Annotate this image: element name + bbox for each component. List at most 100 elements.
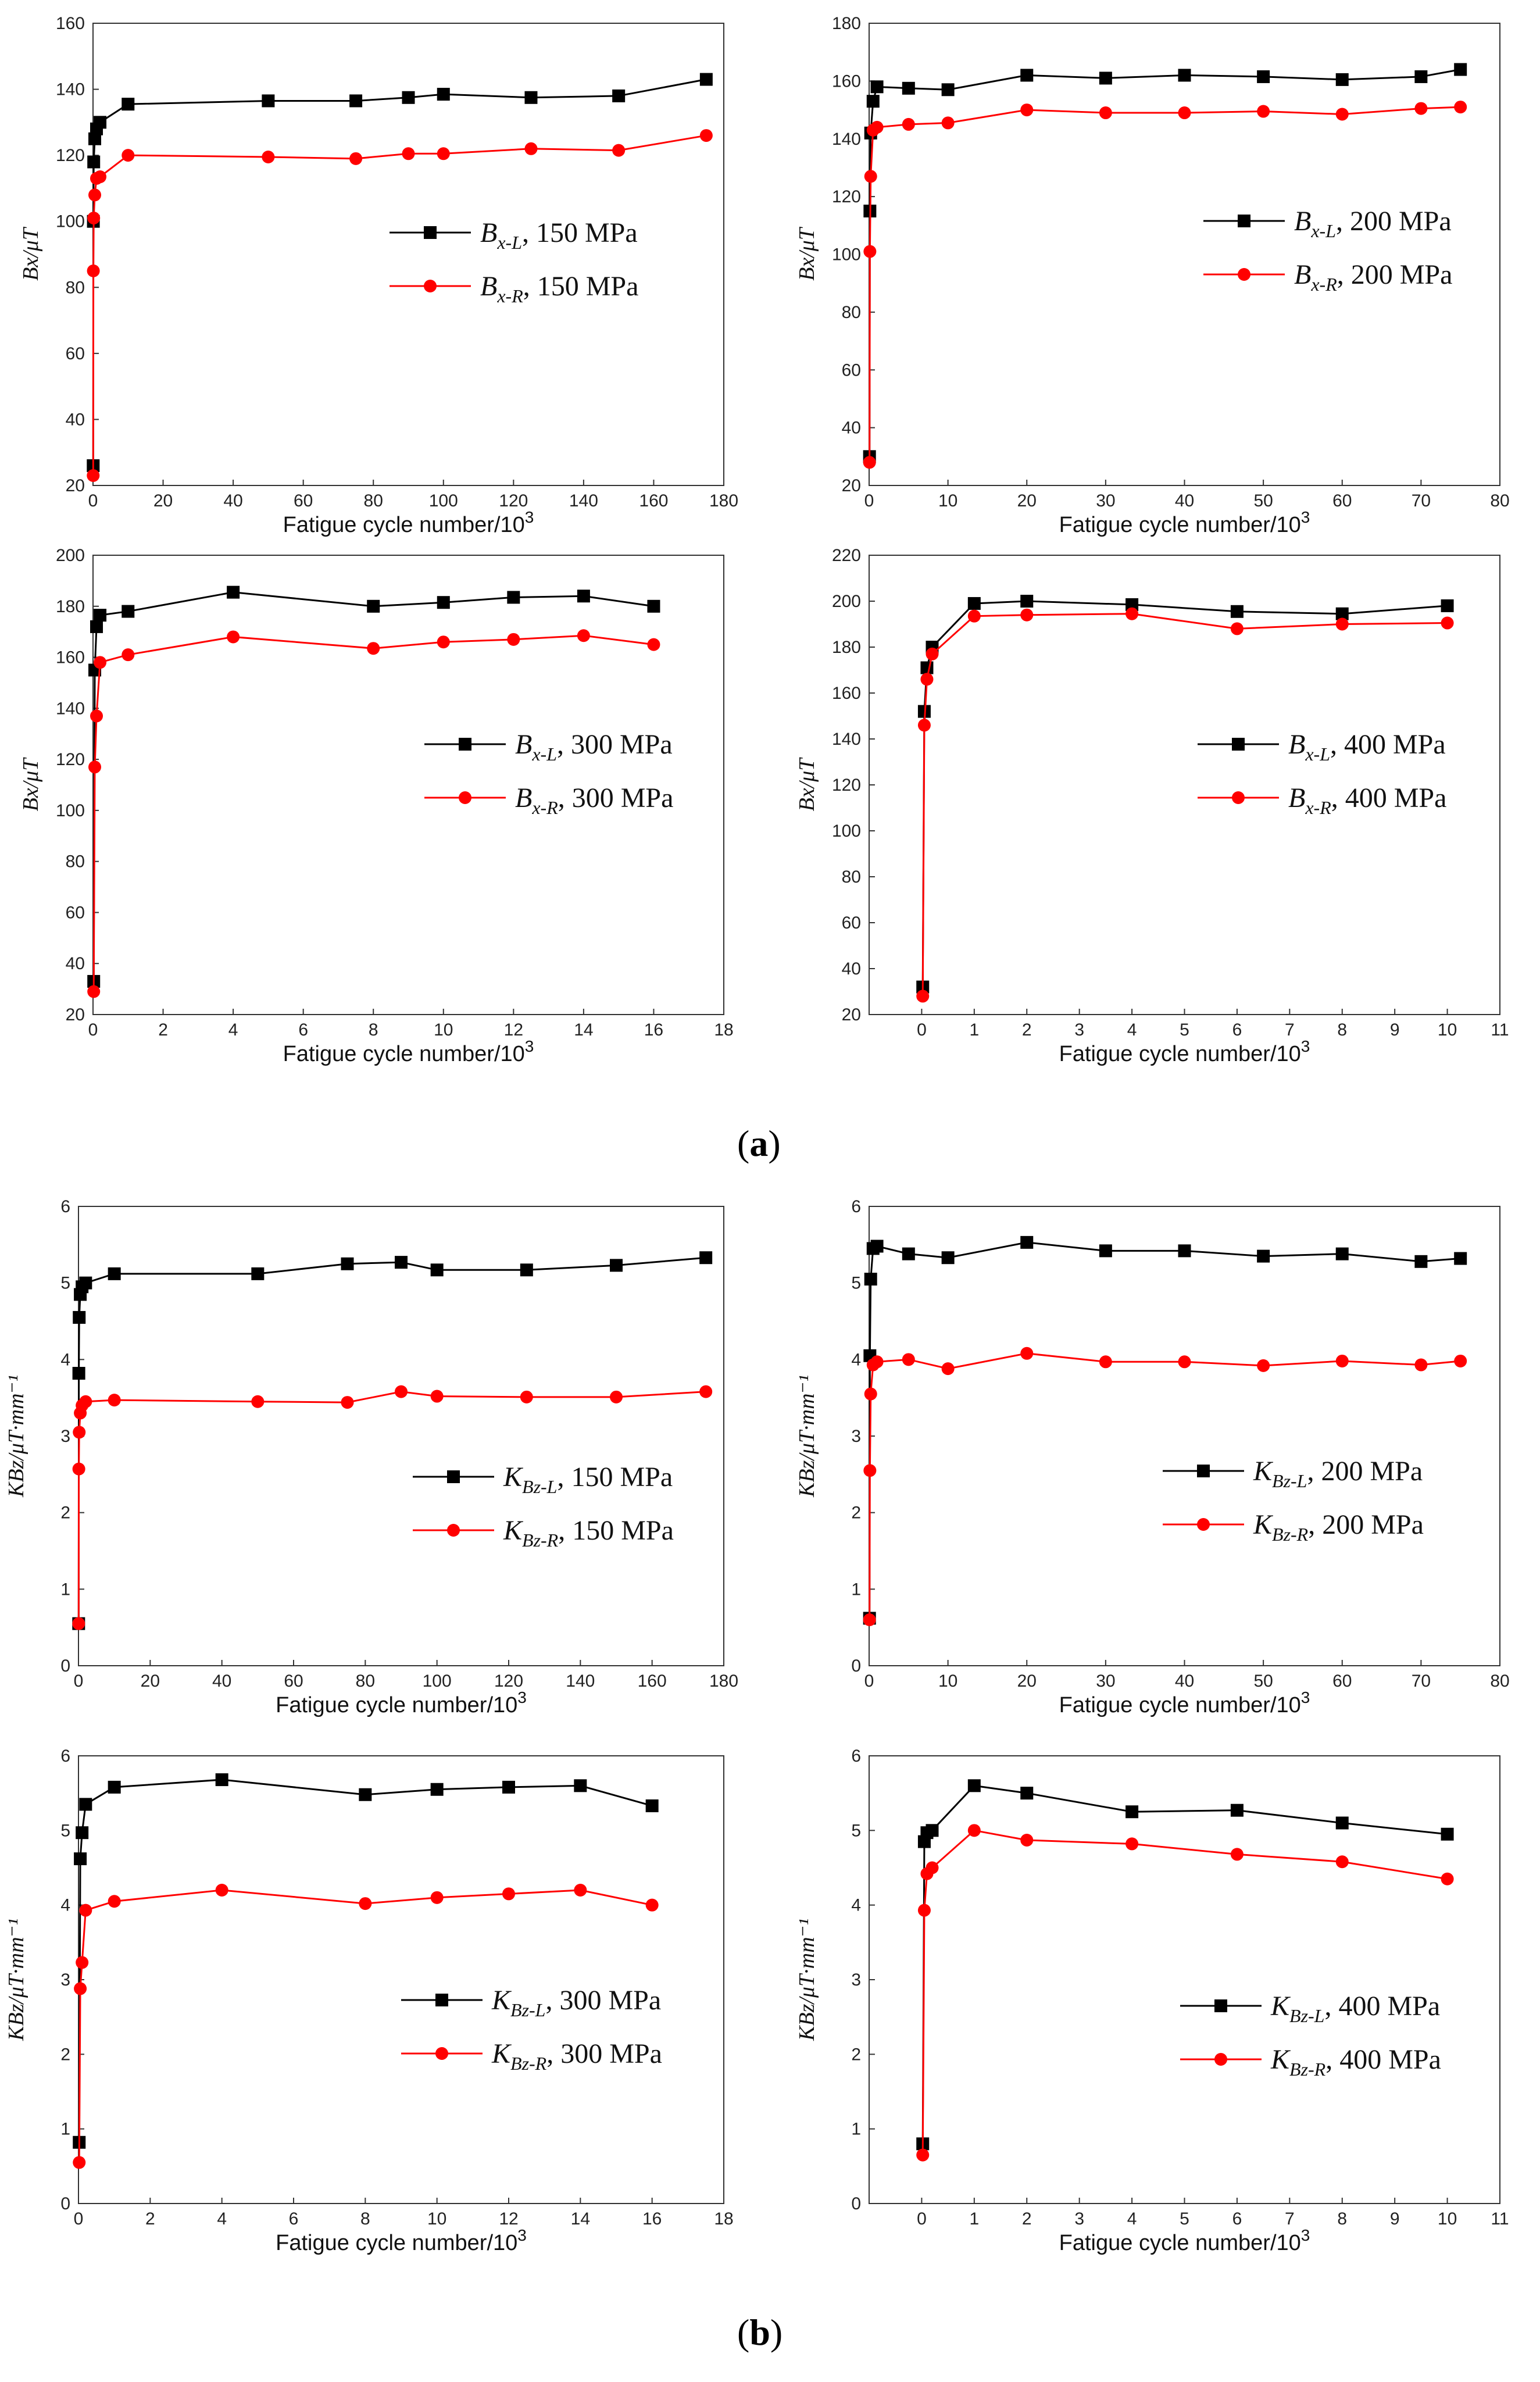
data-point <box>647 638 660 651</box>
data-point <box>227 585 240 599</box>
y-tick-label: 60 <box>842 360 861 380</box>
data-point <box>215 1884 228 1897</box>
plot-frame <box>869 23 1500 486</box>
data-point <box>72 1462 85 1476</box>
data-point <box>1335 108 1349 121</box>
x-tick-label: 100 <box>429 491 458 510</box>
data-point <box>437 147 450 160</box>
x-tick-label: 10 <box>938 491 957 510</box>
data-point <box>1454 101 1467 114</box>
data-point <box>87 264 100 277</box>
legend-marker <box>1197 1465 1210 1477</box>
x-tick-label: 6 <box>1232 2209 1242 2229</box>
data-point <box>1441 599 1454 612</box>
x-axis-label: Fatigue cycle number/103 <box>276 2226 527 2255</box>
data-point <box>87 155 101 169</box>
data-point <box>402 91 415 104</box>
x-tick-label: 120 <box>499 491 528 510</box>
data-point <box>699 73 713 86</box>
data-point <box>967 1779 981 1792</box>
x-tick-label: 14 <box>574 1020 593 1040</box>
data-point <box>1099 1355 1112 1369</box>
data-point <box>94 170 107 184</box>
x-tick-label: 4 <box>1127 2209 1137 2229</box>
data-point <box>76 1826 89 1840</box>
data-point <box>359 1897 372 1910</box>
data-point <box>1178 106 1191 120</box>
x-tick-label: 9 <box>1390 1020 1400 1040</box>
legend-marker <box>424 280 437 292</box>
legend-marker <box>1238 215 1250 227</box>
y-tick-label: 5 <box>60 1821 70 1840</box>
x-tick-label: 6 <box>1232 1020 1242 1040</box>
data-point <box>430 1263 444 1277</box>
legend-marker <box>1238 268 1250 281</box>
x-tick-label: 2 <box>1022 1020 1032 1040</box>
x-tick-label: 20 <box>141 1672 160 1691</box>
series-line <box>92 634 654 992</box>
legend-label: Bx-R, 150 MPa <box>480 271 638 306</box>
series-line <box>921 613 1448 997</box>
x-tick-label: 2 <box>145 2209 155 2229</box>
data-point <box>437 596 450 609</box>
data-point <box>87 212 101 225</box>
x-axis-label-sup: 3 <box>517 2226 527 2244</box>
x-tick-label: 40 <box>223 491 242 510</box>
y-tick-label: 6 <box>60 1747 70 1766</box>
data-point <box>1020 1787 1034 1800</box>
data-point <box>1335 73 1349 86</box>
x-tick-label: 5 <box>1180 1020 1189 1040</box>
x-tick-label: 100 <box>423 1672 452 1691</box>
data-point <box>90 620 103 633</box>
x-tick-label: 16 <box>644 1020 663 1040</box>
data-point <box>1335 617 1349 631</box>
data-point <box>79 1904 92 1917</box>
data-point <box>1257 105 1270 118</box>
data-point <box>251 1267 265 1280</box>
y-tick-label: 180 <box>832 14 861 33</box>
y-tick-label: 20 <box>842 476 861 495</box>
data-point <box>863 1613 876 1626</box>
y-tick-label: 80 <box>66 278 85 297</box>
data-point <box>866 95 880 108</box>
data-point <box>870 80 884 94</box>
data-point <box>941 116 955 130</box>
y-tick-label: 0 <box>851 1656 861 1676</box>
x-tick-label: 20 <box>1017 491 1037 510</box>
data-point <box>1178 1355 1191 1369</box>
legend-label: Bx-L, 150 MPa <box>480 217 638 253</box>
x-axis-label: Fatigue cycle number/103 <box>276 1688 527 1717</box>
data-point <box>76 1956 89 1969</box>
data-point <box>870 1355 884 1369</box>
data-point <box>577 590 590 603</box>
y-tick-label: 4 <box>60 1896 70 1915</box>
y-tick-label: 1 <box>851 2120 861 2139</box>
y-axis-label: Bx/μT <box>795 226 819 281</box>
y-tick-label: 120 <box>832 776 861 795</box>
y-tick-label: 2 <box>60 2045 70 2064</box>
x-tick-label: 40 <box>212 1672 231 1691</box>
data-point <box>941 1362 955 1376</box>
x-tick-label: 10 <box>1438 1020 1457 1040</box>
series-line <box>869 106 1461 463</box>
data-point <box>1257 70 1270 83</box>
plot-frame <box>92 555 724 1015</box>
x-axis-label: Fatigue cycle number/103 <box>283 508 534 537</box>
x-tick-label: 0 <box>864 1672 874 1691</box>
data-point <box>1099 72 1112 85</box>
series-line <box>78 1779 653 2142</box>
x-tick-label: 11 <box>1491 2209 1509 2229</box>
data-point <box>1335 1816 1349 1830</box>
data-point <box>1441 616 1454 630</box>
data-point <box>72 1367 85 1380</box>
data-point <box>864 170 877 183</box>
data-point <box>1257 1249 1270 1263</box>
y-tick-label: 40 <box>66 410 85 429</box>
data-point <box>577 629 590 642</box>
data-point <box>610 1259 623 1272</box>
y-tick-label: 140 <box>56 699 85 718</box>
plot-frame <box>78 1206 724 1666</box>
y-axis-label: Bx/μT <box>19 226 43 281</box>
data-point <box>520 1263 533 1277</box>
